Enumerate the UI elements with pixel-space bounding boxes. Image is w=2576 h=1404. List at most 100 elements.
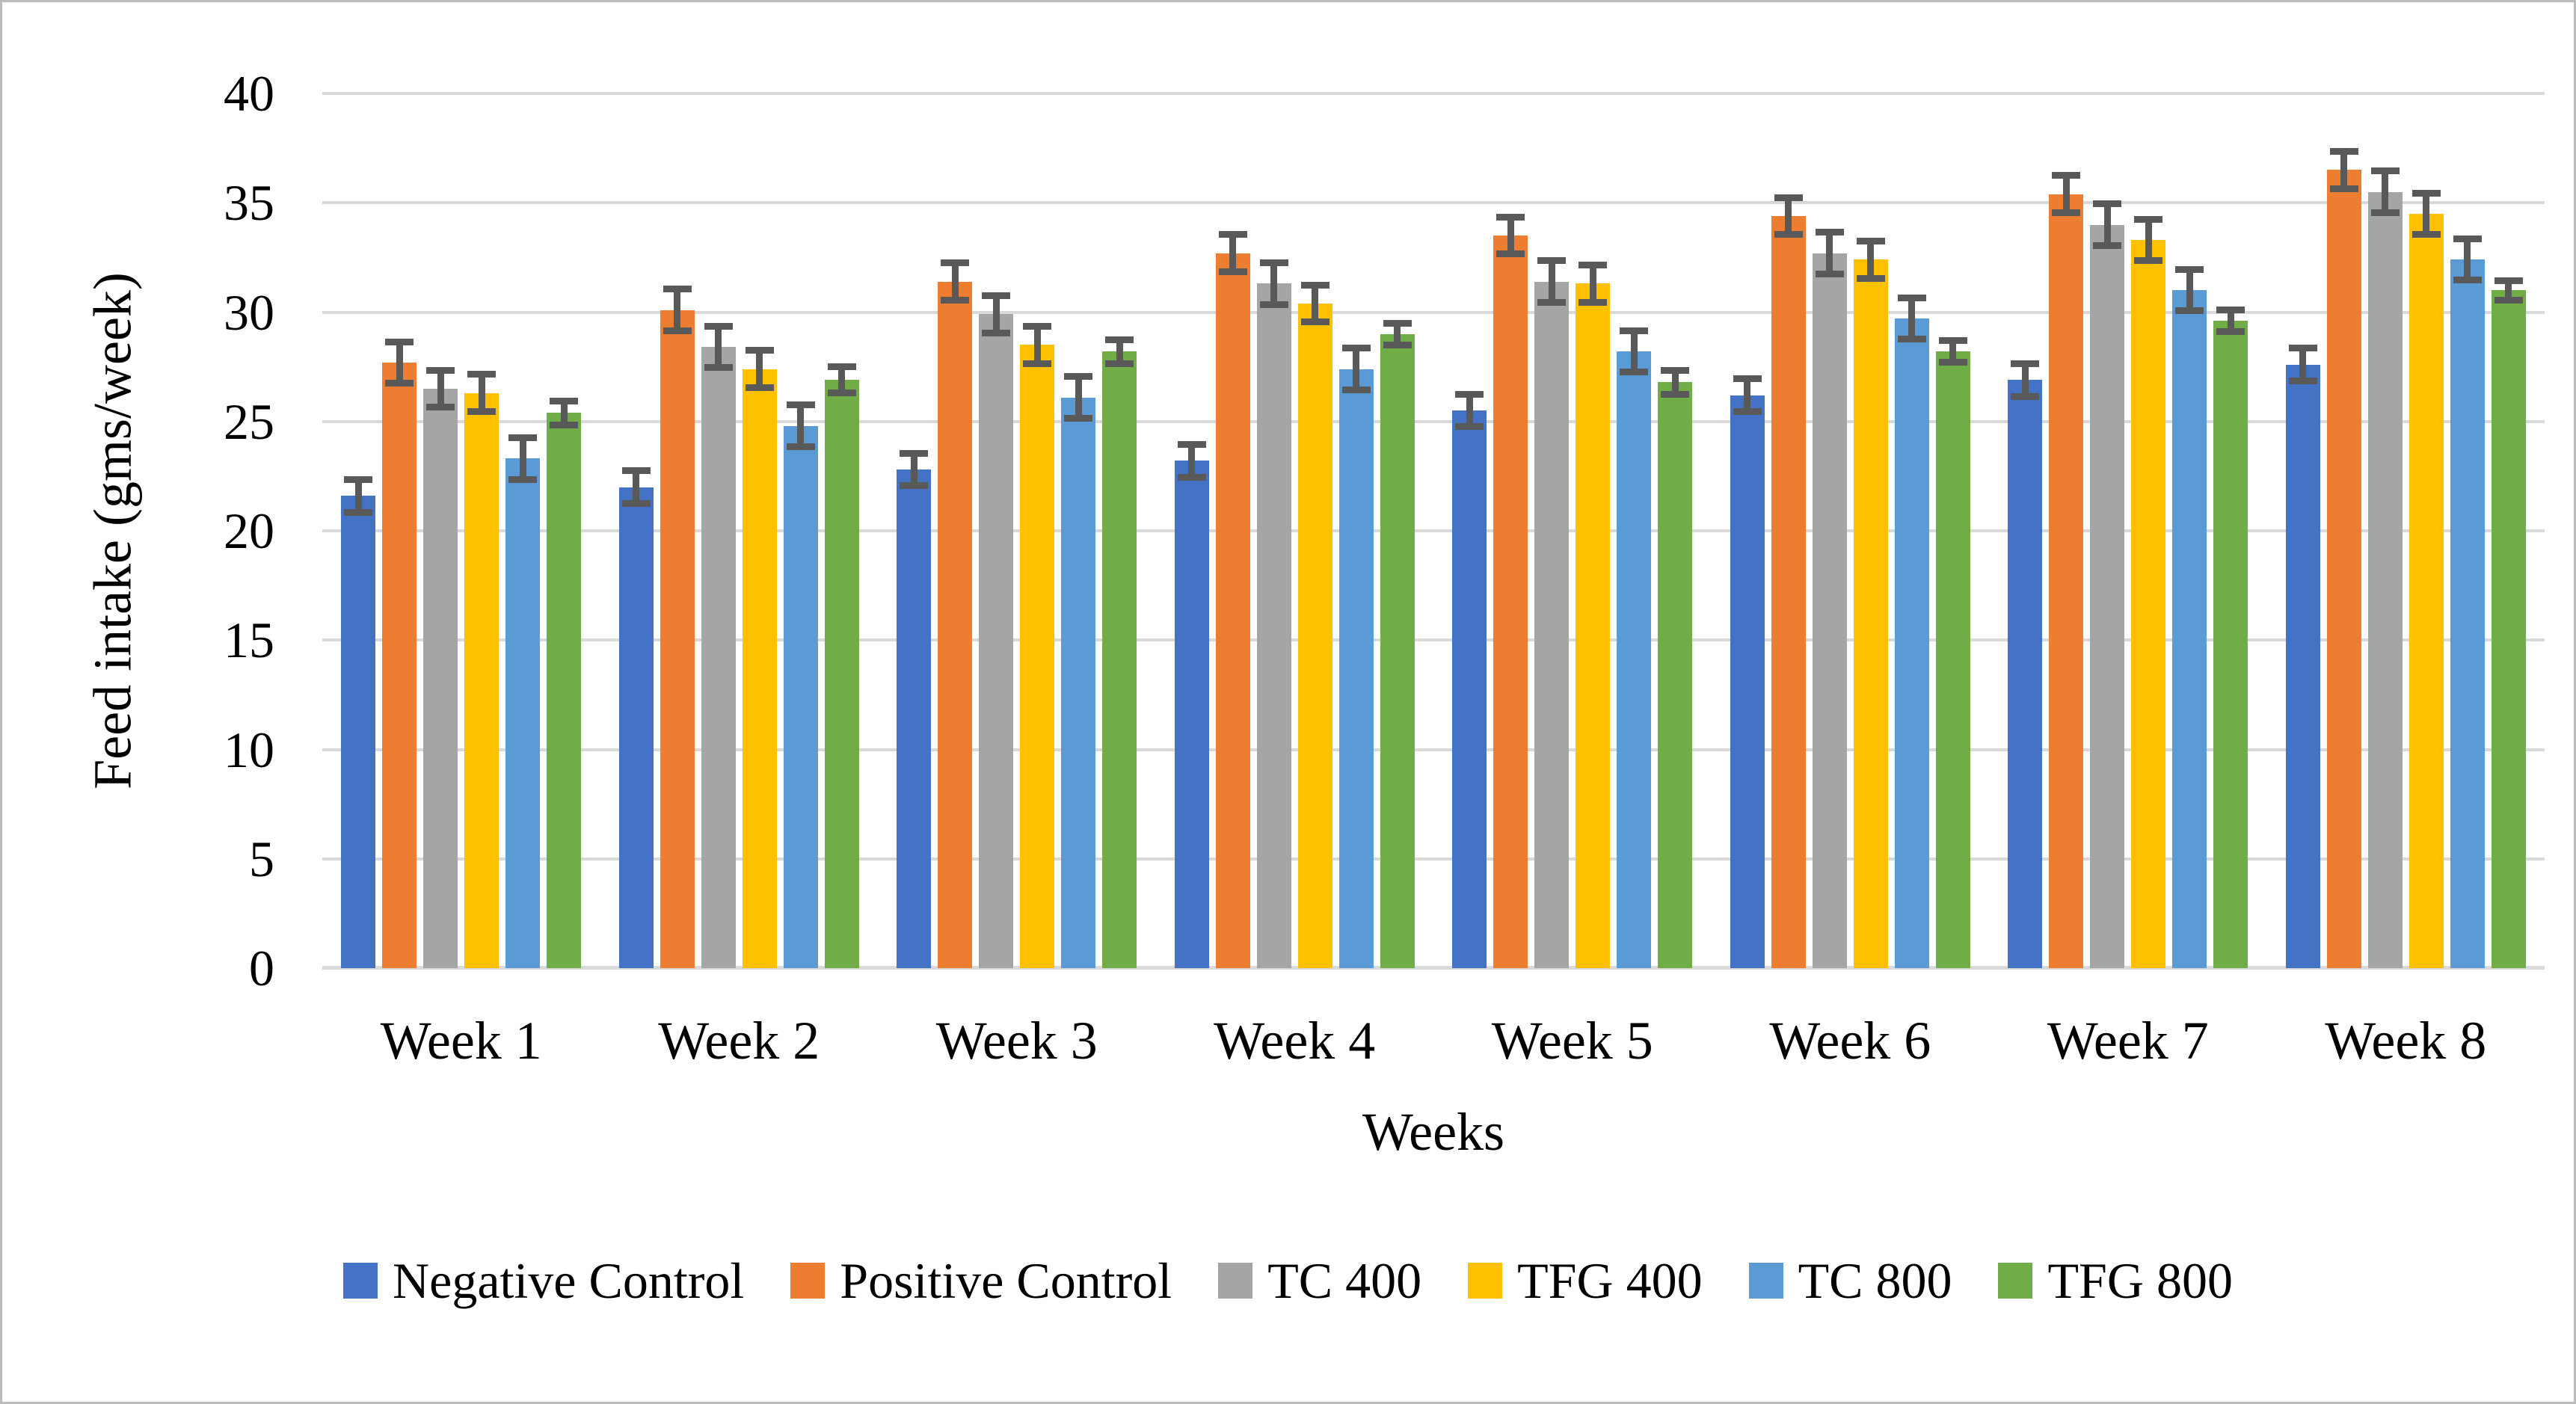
bar-negative-control-week-4 xyxy=(1174,441,1209,968)
legend-swatch-tc-800 xyxy=(1748,1263,1783,1299)
error-bar xyxy=(1105,336,1134,367)
y-tick-label-0: 0 xyxy=(249,940,274,997)
bar-group-week-5 xyxy=(1433,93,1712,968)
bar-tc-800-week-6 xyxy=(1894,295,1929,968)
error-bar xyxy=(982,292,1011,336)
bar-tc-400-week-4 xyxy=(1256,259,1291,968)
bar-tc-800-week-4 xyxy=(1338,345,1374,968)
error-bar xyxy=(2329,148,2358,192)
error-bar xyxy=(1938,337,1967,366)
bar-positive-control-week-6 xyxy=(1771,194,1806,968)
error-bar xyxy=(900,449,929,490)
legend-label: TFG 800 xyxy=(2047,1252,2233,1309)
error-bar xyxy=(550,397,579,428)
error-bar xyxy=(786,401,815,450)
error-bar xyxy=(1496,213,1525,258)
bar-negative-control-week-5 xyxy=(1452,390,1487,968)
bar-negative-control-week-6 xyxy=(1730,375,1765,968)
y-tick-label-10: 10 xyxy=(224,721,274,778)
bar-tfg-800-week-5 xyxy=(1658,366,1693,968)
legend-label: TC 800 xyxy=(1798,1252,1952,1309)
bar-group-week-7 xyxy=(1989,93,2267,968)
bar-negative-control-week-3 xyxy=(897,449,932,968)
bar-tc-400-week-1 xyxy=(423,366,458,968)
gridline-y-10 xyxy=(322,748,2545,751)
error-bar xyxy=(2175,266,2204,315)
error-bar xyxy=(385,338,414,387)
y-tick-label-30: 30 xyxy=(224,283,274,341)
bar-tc-400-week-7 xyxy=(2090,200,2125,968)
x-tick-label-week-4: Week 4 xyxy=(1214,1011,1376,1071)
bar-tfg-400-week-1 xyxy=(464,371,499,968)
bar-tfg-800-week-8 xyxy=(2491,277,2526,968)
gridline-y-20 xyxy=(322,529,2545,532)
error-bar xyxy=(1455,390,1484,431)
legend-label: TFG 400 xyxy=(1517,1252,1703,1309)
bar-tfg-800-week-7 xyxy=(2213,307,2248,968)
y-tick-label-15: 15 xyxy=(224,612,274,669)
bar-tc-800-week-8 xyxy=(2450,235,2485,968)
x-tick-label-week-7: Week 7 xyxy=(2047,1011,2209,1071)
error-bar xyxy=(426,366,455,411)
error-bar xyxy=(1733,375,1762,415)
legend-item-negative-control: Negative Control xyxy=(343,1252,744,1309)
bar-tfg-800-week-3 xyxy=(1102,336,1137,968)
error-bar xyxy=(1064,373,1093,422)
bar-tfg-400-week-2 xyxy=(742,347,777,968)
error-bar xyxy=(1774,194,1803,238)
legend-label: Negative Control xyxy=(393,1252,745,1309)
error-bar xyxy=(1300,281,1330,326)
bar-group-week-8 xyxy=(2267,93,2545,968)
legend: Negative Control Positive Control TC 400 TF… xyxy=(2,1252,2574,1309)
bar-negative-control-week-1 xyxy=(341,475,376,968)
error-bar xyxy=(1341,345,1371,393)
error-bar xyxy=(2411,189,2441,238)
bar-group-week-4 xyxy=(1156,93,1434,968)
error-bar xyxy=(663,286,692,334)
gridline-y-0 xyxy=(322,966,2545,970)
y-tick-label-20: 20 xyxy=(224,502,274,559)
bar-tfg-400-week-4 xyxy=(1297,281,1332,968)
x-axis-title: Weeks xyxy=(1362,1102,1505,1162)
error-bar xyxy=(1620,327,1649,376)
bar-group-week-3 xyxy=(878,93,1156,968)
bar-positive-control-week-5 xyxy=(1493,213,1528,968)
bar-tfg-400-week-3 xyxy=(1020,323,1055,968)
bar-tfg-800-week-1 xyxy=(547,397,582,968)
error-bar xyxy=(508,434,538,483)
bar-positive-control-week-4 xyxy=(1215,231,1250,968)
error-bar xyxy=(621,467,651,507)
x-axis-category-labels: Week 1 Week 2 Week 3 Week 4 Week 5 Week 6 Week… xyxy=(322,1010,2545,1072)
gridline-y-40 xyxy=(322,92,2545,95)
error-bar xyxy=(1661,366,1690,398)
legend-item-tfg-800: TFG 800 xyxy=(1998,1252,2233,1309)
error-bar xyxy=(745,347,774,391)
error-bar xyxy=(704,323,733,372)
y-tick-label-35: 35 xyxy=(224,174,274,232)
y-tick-label-40: 40 xyxy=(224,65,274,122)
plot-area xyxy=(322,92,2545,970)
error-bar xyxy=(2288,345,2317,385)
x-tick-label-week-2: Week 2 xyxy=(658,1011,820,1071)
error-bar xyxy=(1023,323,1052,367)
error-bar xyxy=(467,371,497,415)
bar-tfg-400-week-7 xyxy=(2131,215,2166,968)
error-bar xyxy=(2052,172,2081,216)
bar-tfg-400-week-8 xyxy=(2409,189,2444,968)
bar-tc-400-week-2 xyxy=(701,323,736,968)
gridline-y-5 xyxy=(322,857,2545,860)
x-tick-label-week-3: Week 3 xyxy=(935,1011,1098,1071)
error-bar xyxy=(2011,360,2040,400)
error-bar xyxy=(1897,295,1926,343)
bar-negative-control-week-8 xyxy=(2285,345,2320,968)
gridline-y-25 xyxy=(322,419,2545,423)
error-bar xyxy=(1259,259,1288,308)
bar-group-week-2 xyxy=(600,93,879,968)
x-tick-label-week-5: Week 5 xyxy=(1491,1011,1653,1071)
x-tick-label-week-6: Week 6 xyxy=(1769,1011,1931,1071)
bar-tfg-800-week-4 xyxy=(1380,319,1415,968)
bar-positive-control-week-1 xyxy=(382,338,417,968)
bar-tfg-800-week-2 xyxy=(824,363,859,968)
error-bar xyxy=(1537,257,1567,306)
bar-group-week-1 xyxy=(322,93,600,968)
